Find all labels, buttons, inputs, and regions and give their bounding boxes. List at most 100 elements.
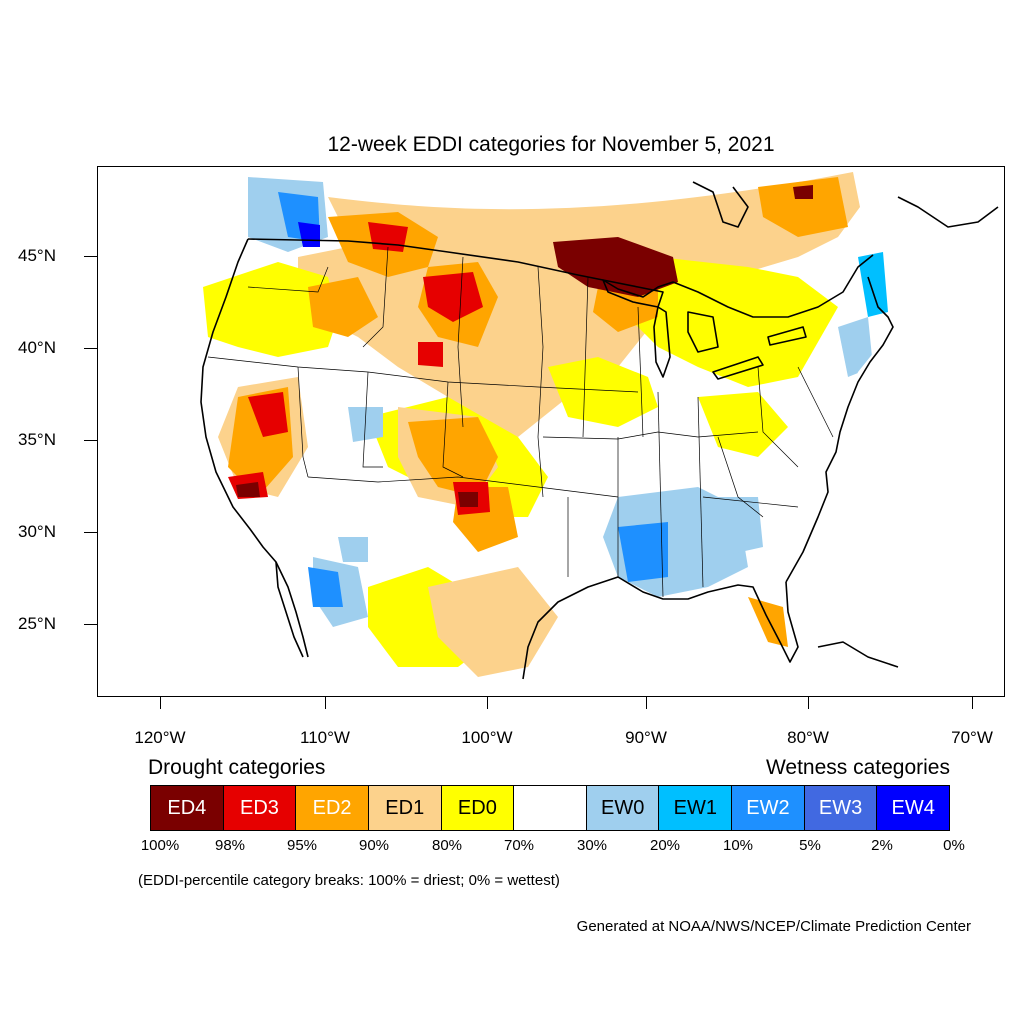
lat-tick [84,532,97,533]
legend-label: ED0 [457,796,497,819]
lon-tick [487,697,488,709]
ew0-region [338,537,368,562]
legend-cell-ed0: ED0 [441,786,515,830]
ed1-region [428,567,558,677]
legend-label: EW2 [746,796,790,819]
percentile-label: 10% [722,837,754,854]
ed4-region [793,185,813,199]
credit-line: Generated at NOAA/NWS/NCEP/Climate Predi… [576,918,971,935]
state-border [697,396,704,588]
lat-label-35: 35°N [18,430,56,449]
lon-label-110: 110°W [300,728,350,747]
lon-label-70: 70°W [951,728,993,747]
lon-tick [646,697,647,709]
gulf-coastline [522,576,799,680]
ed4-region [553,237,678,297]
ed2-region [748,597,788,647]
hudson-bay-coast [692,181,749,228]
legend-cell-ew4: EW4 [877,786,950,830]
legend-color-bar: ED4 ED3 ED2 ED1 ED0 EW0 EW1 EW2 EW3 EW4 [150,785,950,831]
state-border [542,431,759,440]
state-border [582,276,589,438]
pacific-coastline [200,238,309,658]
state-border [537,266,544,498]
percentile-label: 80% [431,837,463,854]
ed2-region [408,417,498,497]
legend-label: EW4 [891,796,935,819]
lat-tick [84,440,97,441]
state-border [307,476,619,498]
percentile-label: 20% [649,837,681,854]
lake-huron [687,311,719,353]
ed2-region [308,277,378,337]
legend-label: ED2 [312,796,352,819]
percentile-label: 95% [286,837,318,854]
lat-label-30: 30°N [18,522,56,541]
state-borders [207,246,834,598]
state-border [207,356,639,393]
percentile-label: 100% [140,837,180,854]
lake-ontario [767,326,807,346]
labrador-coast [897,196,999,228]
state-border [702,496,799,508]
state-border [297,366,309,478]
lat-tick [84,624,97,625]
map-frame [97,166,1005,697]
state-border [657,391,664,598]
ed0-region [628,257,838,387]
ew0-region [698,497,763,557]
state-border [457,256,464,428]
percentile-label: 5% [799,837,821,854]
legend-cell-ed4: ED4 [151,786,224,830]
legend-label: ED1 [385,796,425,819]
drought-categories-heading: Drought categories [148,756,326,779]
ed4-region [236,482,260,497]
cuba-coastline [817,641,899,668]
legend-label: ED3 [240,796,279,819]
state-border [362,371,383,468]
lat-label-25: 25°N [18,614,56,633]
percentile-label: 70% [503,837,535,854]
lon-label-90: 90°W [625,728,667,747]
ed0-region [203,262,338,357]
legend-label: EW1 [673,796,717,819]
lon-tick [808,697,809,709]
ed0-region [548,357,658,427]
us-canada-border [247,238,874,318]
legend-cell-ew3: EW3 [804,786,878,830]
legend-cell-ed2: ED2 [296,786,369,830]
percentile-label: 90% [358,837,390,854]
lon-label-120: 120°W [134,728,186,747]
ed3-region [423,272,483,322]
legend-cell-normal [514,786,587,830]
percentile-label: 30% [576,837,608,854]
percentile-label: 98% [214,837,246,854]
lat-label-40: 40°N [18,338,56,357]
legend-cell-ew2: EW2 [732,786,805,830]
lon-tick [972,697,973,709]
lon-label-80: 80°W [787,728,829,747]
ed0-region [698,392,788,457]
lon-tick [325,697,326,709]
state-border [797,366,834,438]
lake-erie [712,356,764,380]
map-title: 12-week EDDI categories for November 5, … [327,133,775,156]
baja-coastline [275,561,304,658]
wetness-categories-heading: Wetness categories [765,756,950,779]
lat-tick [84,256,97,257]
legend-cell-ew0: EW0 [586,786,660,830]
percentile-label: 2% [871,837,893,854]
legend-label: ED4 [167,796,207,819]
state-border [637,306,644,438]
ed3-region [418,342,443,367]
legend-cell-ed3: ED3 [223,786,297,830]
ocean-mask [783,327,1004,696]
ew1-region [858,252,888,317]
lat-label-45: 45°N [18,246,56,265]
state-border [757,366,799,468]
state-border [442,381,464,478]
legend-label: EW0 [600,796,645,819]
lat-tick [84,348,97,349]
ew0-region [838,317,873,377]
atlantic-coastline [785,276,894,583]
